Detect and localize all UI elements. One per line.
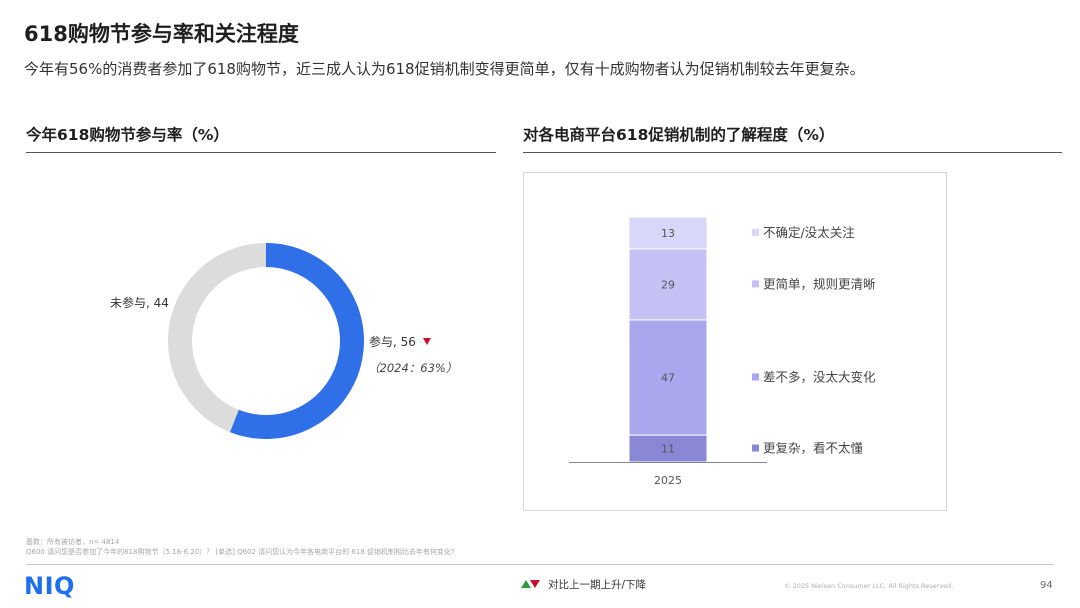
- base-note: 基数：所有被访者，n= 4814: [26, 538, 120, 546]
- x-tick-label: 2025: [654, 474, 682, 487]
- bar-segment-4: [628, 216, 708, 250]
- donut-chart: 参与, 56 （2024：63%） 未参与, 44: [110, 243, 457, 439]
- legend-label-3: 更简单，规则更清晰: [763, 276, 876, 291]
- legend-label-2: 差不多，没太大变化: [763, 369, 876, 384]
- label-not-participated: 未参与, 44: [110, 295, 169, 310]
- trend-legend-icon: [521, 580, 540, 588]
- bar-value-label-4: 13: [661, 227, 675, 240]
- page-title: 618购物节参与率和关注程度: [24, 22, 299, 46]
- legend-swatch-2: [752, 373, 759, 381]
- footer-rule: [26, 564, 1054, 565]
- bar-value-label-2: 47: [661, 371, 675, 384]
- legend-swatch-1: [752, 444, 759, 452]
- bar-value-label-1: 11: [661, 443, 675, 456]
- legend-swatch-3: [752, 280, 759, 288]
- donut-slice-participated: [229, 243, 364, 439]
- left-section-title: 今年618购物节参与率（%）: [26, 126, 229, 144]
- label-2024-note: （2024：63%）: [368, 361, 457, 375]
- right-section-title: 对各电商平台618促销机制的了解程度（%）: [523, 126, 835, 144]
- donut-slice-not-participated: [168, 243, 267, 433]
- niq-logo: NIQ: [24, 572, 75, 600]
- right-section-rule: [523, 152, 1062, 153]
- label-participated: 参与, 56: [369, 334, 416, 349]
- legend-label-4: 不确定/没太关注: [763, 225, 855, 240]
- trend-legend-note: 对比上一期上升/下降: [548, 579, 647, 591]
- stacked-bar-chart: 11 更复杂，看不太懂 47 差不多，没太大变化 29 更简单，规则更清晰 13 不确定/没太…: [569, 216, 876, 487]
- legend-label-1: 更复杂，看不太懂: [763, 441, 864, 456]
- legend-swatch-4: [752, 228, 759, 236]
- stacked-chart-frame: [523, 172, 947, 511]
- copyright: © 2025 Nielsen Consumer LLC. All Rights …: [784, 582, 954, 590]
- question-note: Q600 请问您是否参加了今年的618购物节（5.18-6.20）？ [单选] …: [26, 548, 455, 556]
- bar-value-label-3: 29: [661, 278, 675, 291]
- page-number: 94: [1040, 580, 1053, 591]
- left-section-rule: [26, 152, 496, 153]
- down-arrow-icon: [423, 338, 431, 345]
- bar-segment-2: [628, 319, 708, 436]
- page-subtitle: 今年有56%的消费者参加了618购物节，近三成人认为618促销机制变得更简单，仅…: [24, 60, 865, 78]
